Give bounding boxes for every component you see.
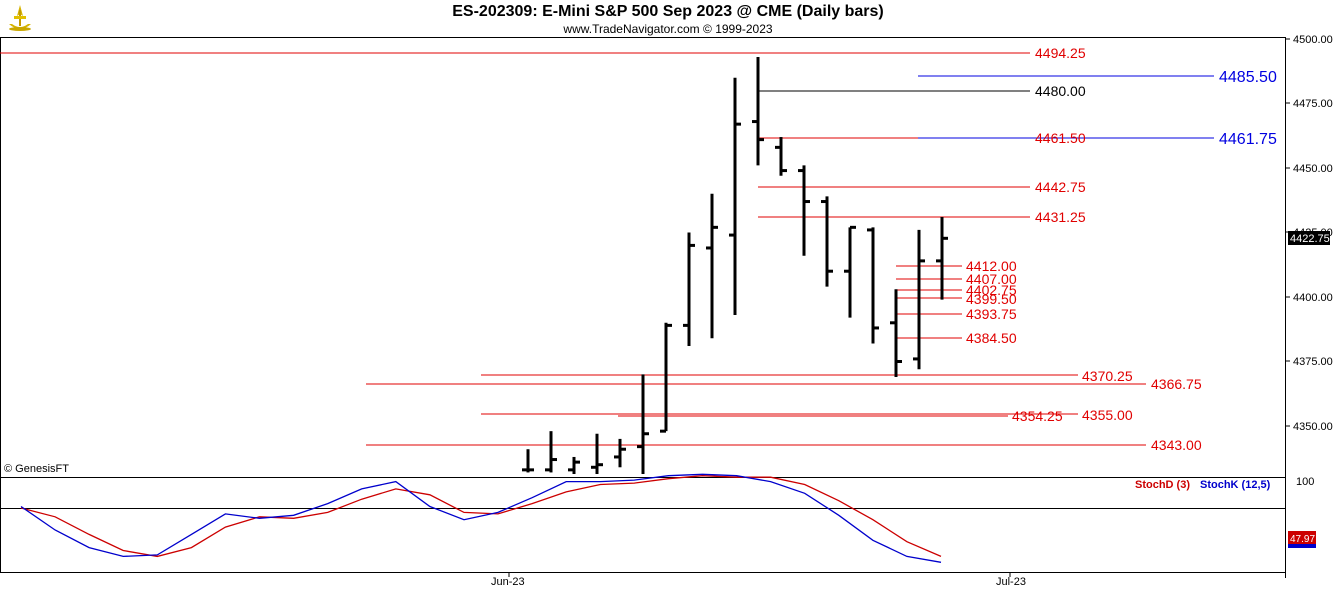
level-label: 4442.75 [1035, 179, 1086, 195]
stochastic-lines [21, 474, 941, 562]
level-label: 4399.50 [966, 291, 1017, 307]
stochk-line [21, 474, 941, 562]
stoch-value-label: 47.97 [1290, 534, 1315, 545]
level-label: 4494.25 [1035, 45, 1086, 61]
level-label: 4480.00 [1035, 83, 1086, 99]
legend-stochk: StochK (12,5) [1200, 479, 1271, 491]
y-tick-label: 4450.00 [1293, 163, 1333, 175]
level-label-blue: 4461.75 [1219, 131, 1277, 148]
x-tick-label: Jun-23 [491, 576, 525, 588]
level-label-blue: 4485.50 [1219, 69, 1277, 86]
oscillator-100-label: 100 [1296, 476, 1314, 488]
y-tick-label: 4400.00 [1293, 292, 1333, 304]
level-label: 4370.25 [1082, 368, 1133, 384]
oscillator-panel[interactable] [1, 478, 1286, 573]
level-label: 4461.50 [1035, 130, 1086, 146]
last-price-label: 4422.75 [1290, 233, 1330, 245]
y-tick-label: 4500.00 [1293, 34, 1333, 46]
legend-stochd: StochD (3) [1135, 479, 1190, 491]
level-label: 4354.25 [1012, 408, 1063, 424]
y-tick-label: 4475.00 [1293, 98, 1333, 110]
level-label: 4393.75 [966, 306, 1017, 322]
x-tick-label: Jul-23 [996, 576, 1026, 588]
level-lines [0, 53, 1214, 445]
level-label: 4343.00 [1151, 437, 1202, 453]
level-label: 4384.50 [966, 330, 1017, 346]
y-tick-label: 4375.00 [1293, 356, 1333, 368]
y-tick-label: 4350.00 [1293, 421, 1333, 433]
level-label: 4355.00 [1082, 407, 1133, 423]
ohlc-bars [522, 57, 948, 474]
level-labels: 4494.25 4480.00 4461.50 4442.75 4431.25 … [966, 45, 1277, 453]
level-label: 4366.75 [1151, 376, 1202, 392]
level-label: 4431.25 [1035, 209, 1086, 225]
copyright-watermark: © GenesisFT [4, 463, 69, 475]
